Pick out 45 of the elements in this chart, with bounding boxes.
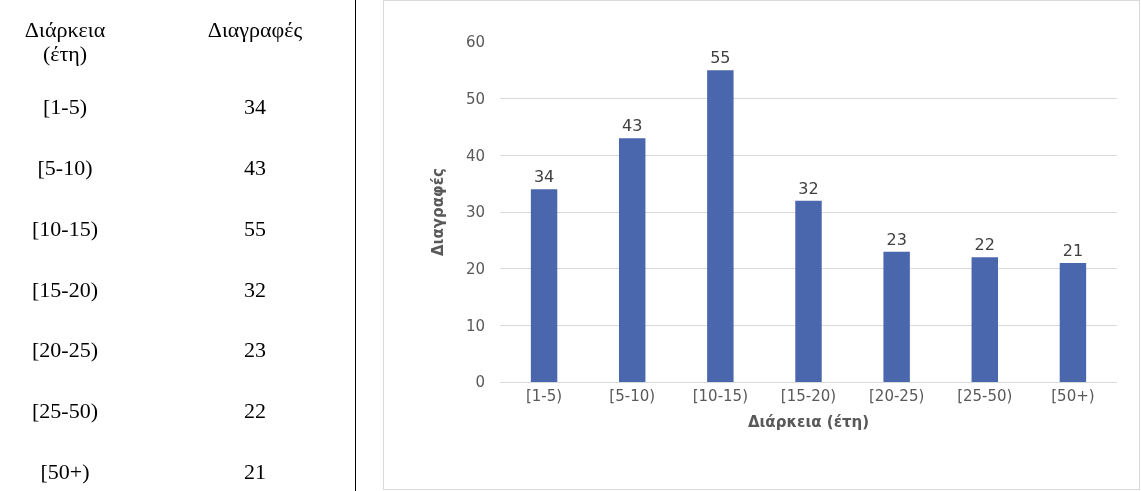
y-tick-label: 50 — [465, 89, 485, 108]
category-label: [5-10) — [37, 154, 93, 180]
data-label: 32 — [798, 178, 819, 198]
y-tick-label: 30 — [465, 203, 485, 222]
y-tick-label: 40 — [465, 146, 485, 165]
bar — [618, 138, 646, 382]
data-label: 34 — [244, 93, 266, 120]
data-label: 21 — [1062, 241, 1084, 260]
data-label: 23 — [886, 229, 907, 249]
data-label: 55 — [244, 215, 266, 241]
x-tick-label: [15-20) — [780, 387, 837, 405]
data-label: 23 — [244, 337, 266, 363]
x-tick-label: [25-50) — [957, 387, 1013, 405]
bar — [530, 189, 558, 382]
bar — [971, 257, 999, 382]
data-label: 22 — [244, 398, 266, 424]
category-label: [20-25) — [32, 337, 98, 363]
bar — [883, 251, 910, 382]
data-label: 32 — [244, 276, 266, 302]
category-label: [10-15) — [32, 215, 98, 241]
y-tick-label: 60 — [465, 33, 485, 52]
text: Διάρκεια (έτη) — [23, 16, 107, 67]
data-label: 22 — [974, 235, 995, 255]
x-tick-label: [1-5) — [525, 387, 563, 405]
y-tick-label: 10 — [465, 316, 485, 335]
data-label: 21 — [244, 458, 266, 485]
x-tick-label: [50+) — [1051, 387, 1095, 405]
bar — [1059, 263, 1087, 382]
x-tick-label: [10-15) — [692, 387, 749, 405]
y-axis-title: Διαγραφές — [429, 168, 448, 256]
data-label: 55 — [710, 48, 731, 68]
category-label: [50+) — [40, 458, 90, 485]
x-tick-label: [20-25) — [868, 387, 925, 405]
x-tick-label: [5-10) — [609, 387, 656, 405]
data-label: 34 — [533, 167, 555, 187]
category-label: [1-5) — [43, 93, 87, 120]
y-tick-label: 20 — [465, 259, 485, 278]
data-label: 43 — [244, 154, 266, 180]
text: Διαγραφές — [207, 16, 303, 43]
y-tick-label: 0 — [475, 373, 485, 392]
data-label: 43 — [622, 116, 643, 136]
bar — [795, 200, 822, 382]
x-axis-title: Διάρκεια (έτη) — [747, 413, 870, 431]
bar — [707, 70, 734, 382]
category-label: [15-20) — [32, 276, 98, 302]
